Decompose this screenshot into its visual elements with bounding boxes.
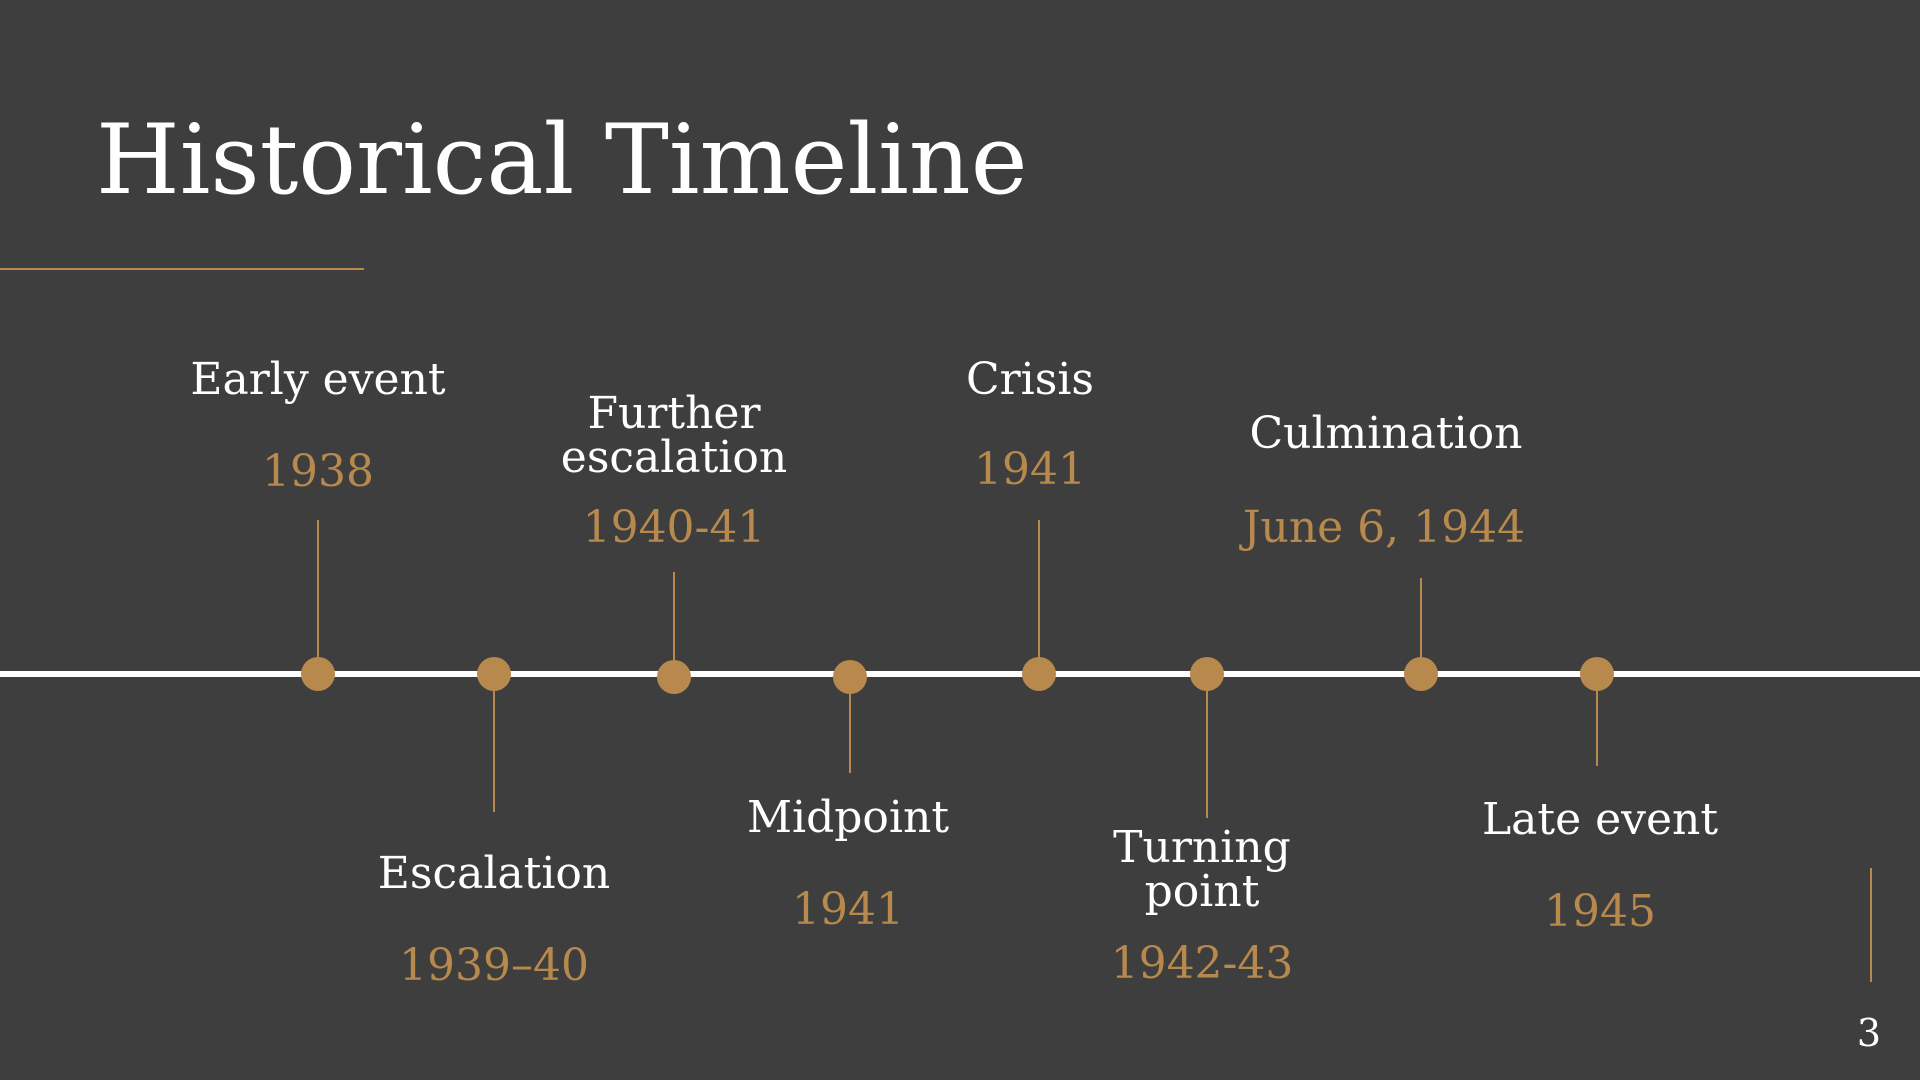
page-number: 3	[1856, 1011, 1882, 1055]
event-marker	[477, 657, 511, 691]
timeline-axis	[0, 671, 1920, 677]
event-marker	[1404, 657, 1438, 691]
event-label: Turning point	[1113, 822, 1291, 917]
event-date: 1941	[974, 444, 1086, 495]
event-connector	[1206, 674, 1208, 818]
event-date: 1942-43	[1110, 938, 1294, 989]
event-date: 1945	[1544, 886, 1656, 937]
event-date: 1940-41	[582, 502, 766, 553]
event-date: 1939–40	[399, 940, 589, 991]
event-label: Escalation	[377, 848, 611, 899]
event-date: 1938	[262, 446, 374, 497]
event-marker	[1190, 657, 1224, 691]
slide-title: Historical Timeline	[96, 104, 1028, 216]
event-date: 1941	[792, 884, 904, 935]
event-label: Crisis	[965, 354, 1094, 405]
event-label: Midpoint	[746, 792, 950, 843]
event-label: Late event	[1481, 794, 1719, 845]
corner-divider	[1870, 868, 1872, 982]
event-connector	[1596, 674, 1598, 766]
event-marker	[1022, 657, 1056, 691]
event-marker	[833, 660, 867, 694]
event-marker	[301, 657, 335, 691]
event-connector	[1420, 578, 1422, 674]
event-marker	[1580, 657, 1614, 691]
title-underline	[0, 268, 364, 270]
event-connector	[673, 572, 675, 676]
event-connector	[493, 674, 495, 812]
event-label: Early event	[190, 354, 446, 405]
event-connector	[849, 677, 851, 773]
event-label: Culmination	[1249, 408, 1523, 459]
event-label: Further escalation	[560, 388, 788, 483]
event-connector	[1038, 520, 1040, 674]
event-marker	[657, 660, 691, 694]
event-date: June 6, 1944	[1242, 502, 1526, 553]
event-connector	[317, 520, 319, 674]
